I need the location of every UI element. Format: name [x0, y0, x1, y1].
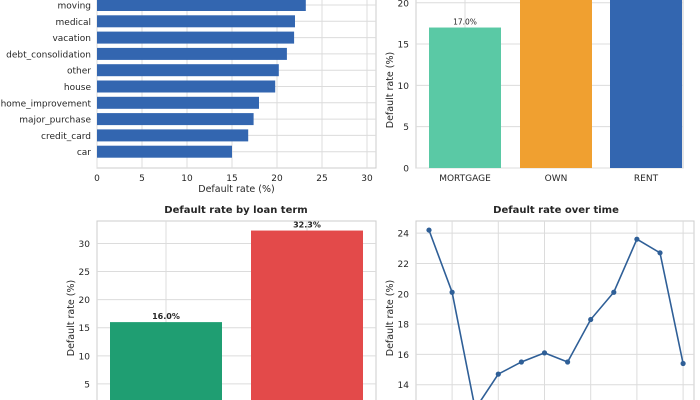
term-bar-1	[251, 230, 363, 400]
time-y-axis-label: Default rate (%)	[385, 280, 396, 357]
purpose-category-label: vacation	[52, 34, 91, 44]
time-data-point	[495, 371, 501, 377]
home-y-axis-label: Default rate (%)	[385, 52, 396, 129]
time-data-point	[634, 236, 640, 242]
purpose-bar-vacation	[97, 31, 295, 44]
home-category-label: OWN	[545, 174, 568, 184]
time-data-point	[426, 227, 432, 233]
purpose-category-label: major_purchase	[19, 116, 91, 126]
term-data-label: 32.3%	[293, 221, 321, 230]
purpose-bar-other	[97, 64, 279, 77]
home-y-tick-label: 15	[398, 41, 409, 51]
home-bar-own	[520, 0, 592, 168]
term-y-tick-label: 10	[79, 352, 91, 362]
purpose-category-label: debt_consolidation	[6, 50, 91, 60]
purpose-bar-medical	[97, 15, 295, 28]
purpose-bar-major-purchase	[97, 113, 254, 126]
home-category-label: MORTGAGE	[439, 174, 491, 184]
purpose-chart: 0 5 10 15 20 25 30 moving medical vacation debt_co…	[1, 0, 377, 195]
time-data-point	[611, 289, 617, 295]
term-y-tick-label: 5	[84, 380, 90, 390]
purpose-x-tick-label: 15	[226, 174, 237, 184]
term-y-axis-label: Default rate (%)	[66, 280, 77, 357]
home-ownership-chart: 05101520MORTGAGE17.0%OWN20.6%RENTDefault…	[385, 0, 684, 184]
term-y-tick-label: 30	[79, 240, 91, 250]
purpose-category-label: other	[67, 67, 91, 77]
purpose-x-tick-label: 5	[139, 174, 145, 184]
purpose-bar-car	[97, 145, 232, 158]
purpose-x-tick-label: 25	[316, 174, 327, 184]
purpose-bar-home-improvement	[97, 96, 259, 109]
purpose-bar-debt-consolidation	[97, 47, 287, 60]
time-plot-area	[415, 220, 695, 400]
time-y-tick-label: 22	[398, 260, 409, 270]
purpose-x-tick-label: 20	[271, 174, 283, 184]
term-y-tick-label: 25	[79, 268, 90, 278]
time-data-point	[680, 360, 686, 367]
term-y-tick-label: 15	[79, 324, 90, 334]
purpose-x-tick-label: 30	[361, 174, 373, 184]
purpose-bar-credit-card	[97, 129, 249, 142]
purpose-x-tick-label: 0	[94, 174, 100, 184]
home-y-tick-label: 10	[398, 82, 410, 92]
home-y-tick-label: 20	[398, 0, 410, 9]
time-series-line	[428, 229, 684, 400]
time-y-tick-label: 18	[398, 321, 410, 331]
time-data-point	[657, 250, 663, 256]
loan-term-chart-title: Default rate by loan term	[164, 205, 307, 216]
purpose-x-axis-label: Default rate (%)	[198, 184, 275, 195]
purpose-category-label: moving	[57, 2, 91, 12]
time-chart-title: Default rate over time	[493, 205, 619, 216]
home-data-label: 17.0%	[453, 18, 477, 27]
time-data-point	[565, 359, 571, 365]
term-data-label: 16.0%	[152, 312, 180, 321]
home-category-label: RENT	[634, 174, 659, 184]
time-chart: Default rate over time 14 16 18 20 22 24 Defau…	[385, 205, 695, 400]
home-y-tick-label: 0	[403, 165, 409, 175]
time-data-point	[588, 316, 594, 323]
term-y-tick-label: 20	[79, 296, 91, 306]
home-bar-mortgage	[429, 27, 501, 168]
time-y-tick-label: 24	[398, 230, 410, 240]
purpose-bar-moving	[97, 0, 306, 11]
purpose-category-label: medical	[56, 18, 91, 28]
term-bar-0	[110, 322, 222, 400]
time-y-tick-label: 14	[398, 381, 410, 391]
home-y-tick-label: 5	[403, 123, 409, 133]
purpose-bar-house	[97, 80, 276, 93]
purpose-category-label: credit_card	[41, 132, 91, 142]
time-y-tick-label: 20	[398, 290, 410, 300]
time-data-point	[541, 350, 548, 356]
time-data-point	[449, 289, 455, 295]
time-y-tick-label: 16	[398, 351, 410, 361]
time-data-point	[518, 359, 525, 365]
home-bar-rent	[610, 0, 682, 168]
loan-term-chart: Default rate by loan term 5 10 15 20 25 30 16.…	[66, 205, 377, 400]
purpose-category-label: home_improvement	[1, 99, 92, 109]
purpose-x-tick-label: 10	[181, 174, 193, 184]
purpose-category-label: house	[64, 83, 92, 93]
purpose-category-label: car	[77, 148, 91, 158]
